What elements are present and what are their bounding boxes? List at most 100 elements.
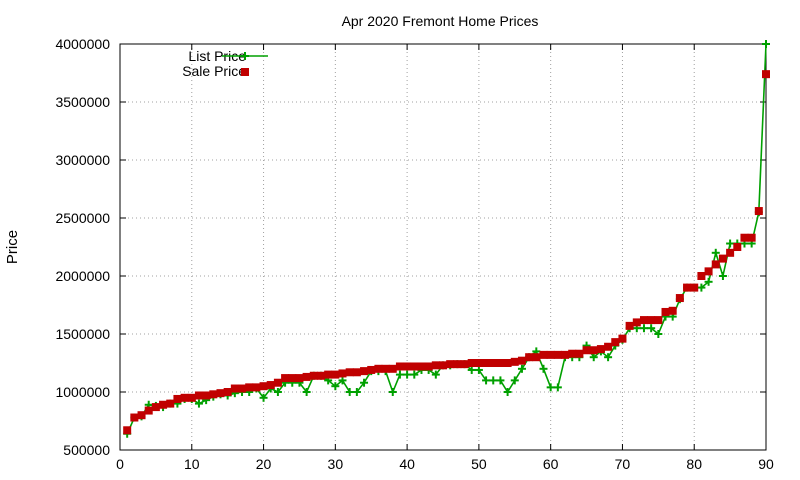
sale-price-point xyxy=(525,353,534,362)
list-price-point xyxy=(647,324,656,333)
sale-price-point xyxy=(367,365,376,374)
x-tick-label: 20 xyxy=(256,456,272,472)
sale-price-point xyxy=(345,368,354,377)
sale-price-point xyxy=(747,233,756,242)
sale-price-point xyxy=(173,394,182,403)
sale-price-point xyxy=(403,362,412,371)
sale-price-point xyxy=(266,381,275,390)
sale-price-point xyxy=(546,350,555,359)
legend: List Price Sale Price xyxy=(182,48,268,79)
series-area xyxy=(123,40,770,438)
grid xyxy=(120,44,766,450)
sale-price-point xyxy=(281,374,290,383)
sale-price-point xyxy=(611,338,620,347)
list-price-point xyxy=(431,370,440,379)
sale-price-point xyxy=(388,364,397,373)
sale-price-point xyxy=(180,393,189,402)
sale-price-point xyxy=(596,345,605,354)
x-tick-label: 10 xyxy=(184,456,200,472)
legend-square xyxy=(241,68,249,76)
sale-price-point xyxy=(532,353,541,362)
list-price-point xyxy=(517,364,526,373)
list-price-point xyxy=(395,370,404,379)
sale-price-point xyxy=(309,371,318,380)
sale-price-point xyxy=(288,374,297,383)
sale-price-point xyxy=(395,362,404,371)
list-price-point xyxy=(338,376,347,385)
sale-price-point xyxy=(352,368,361,377)
list-price-point xyxy=(360,378,369,387)
x-axis: 0 10 20 30 40 50 60 70 80 90 xyxy=(116,44,774,472)
sale-price-point xyxy=(639,316,648,325)
sale-price-point xyxy=(726,248,735,257)
sale-price-point xyxy=(144,406,153,415)
sale-price-point xyxy=(489,359,498,367)
list-price-point xyxy=(510,376,519,385)
sale-price-point xyxy=(647,316,656,325)
list-price-point xyxy=(302,388,311,396)
list-price-point xyxy=(467,365,476,374)
sale-price-point xyxy=(517,356,526,365)
sale-price-point xyxy=(589,346,598,355)
x-tick-label: 50 xyxy=(471,456,487,472)
sale-price-point xyxy=(668,306,677,315)
sale-price-point xyxy=(273,378,282,387)
list-price-point xyxy=(482,376,491,385)
list-price-point xyxy=(718,272,727,280)
sale-price-point xyxy=(374,364,383,373)
sale-price-point xyxy=(137,411,146,420)
list-price-line xyxy=(126,43,767,435)
plot-frame xyxy=(119,43,767,451)
sale-price-point xyxy=(439,361,447,370)
sale-price-point xyxy=(632,318,641,327)
list-price-point xyxy=(639,324,648,333)
sale-price-point xyxy=(123,426,132,435)
sale-price-point xyxy=(503,359,512,367)
sale-price-point xyxy=(324,370,333,379)
sale-price-point xyxy=(360,367,369,376)
list-price-point xyxy=(553,383,562,392)
sale-price-point xyxy=(553,350,562,359)
sale-price-point xyxy=(187,393,196,402)
x-tick-label: 30 xyxy=(328,456,344,472)
sale-price-point xyxy=(159,400,168,409)
y-tick-label: 2500000 xyxy=(55,210,110,226)
sale-price-point xyxy=(194,391,203,400)
sale-price-point xyxy=(460,360,469,369)
sale-price-point xyxy=(582,346,591,355)
list-price-point xyxy=(503,388,512,396)
x-tick-label: 90 xyxy=(758,456,774,472)
legend-label-list-price: List Price xyxy=(188,48,246,64)
x-tick-label: 80 xyxy=(686,456,702,472)
sale-price-point xyxy=(331,370,340,379)
list-price-point xyxy=(762,40,770,48)
x-tick-label: 40 xyxy=(399,456,415,472)
list-price-point xyxy=(403,370,412,379)
list-price-point xyxy=(410,370,419,379)
sale-price-point xyxy=(683,283,692,292)
sale-price-point xyxy=(539,350,548,359)
sale-price-point xyxy=(654,316,663,325)
sale-price-point xyxy=(618,334,627,343)
sale-price-point xyxy=(604,342,613,351)
sale-price-point xyxy=(690,283,699,292)
y-axis-label: Price xyxy=(4,230,21,264)
list-price-point xyxy=(589,353,598,362)
list-price-point xyxy=(604,353,613,362)
sale-price-point xyxy=(675,294,684,303)
y-tick-label: 2000000 xyxy=(55,268,110,284)
list-price-point xyxy=(654,330,663,338)
sale-price-point xyxy=(453,360,462,369)
sale-price-point xyxy=(697,272,706,280)
legend-label-sale-price: Sale Price xyxy=(182,63,246,79)
sale-price-point xyxy=(762,70,770,79)
sale-price-point xyxy=(733,243,742,251)
sale-price-point xyxy=(295,374,304,383)
sale-price-point xyxy=(417,362,426,371)
sale-price-point xyxy=(482,359,491,367)
y-tick-label: 4000000 xyxy=(55,36,110,52)
legend-marker-sale-price xyxy=(241,68,249,76)
sale-price-point xyxy=(410,362,419,371)
sale-price-point xyxy=(230,384,239,393)
sale-price-point xyxy=(467,359,476,367)
